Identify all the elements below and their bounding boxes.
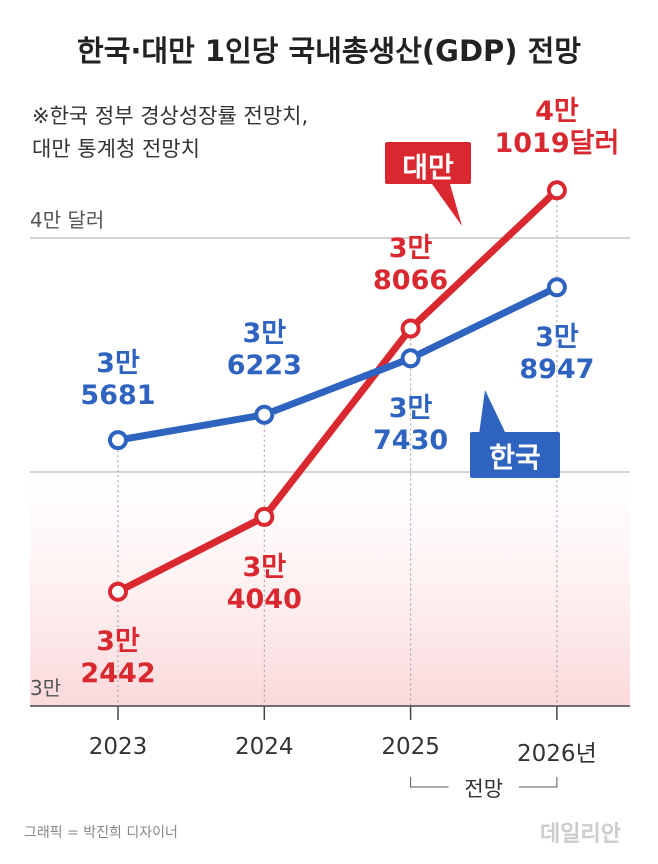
series-line bbox=[116, 187, 560, 595]
data-point bbox=[400, 348, 421, 369]
legend-box bbox=[470, 432, 560, 478]
data-point bbox=[400, 318, 421, 339]
legend-tail bbox=[432, 184, 462, 226]
forecast-label: 전망 bbox=[464, 777, 504, 801]
data-label: 3만 8947 bbox=[519, 322, 595, 386]
data-point bbox=[108, 430, 128, 451]
series-line bbox=[117, 284, 559, 444]
data-label: 3만 6223 bbox=[226, 317, 302, 381]
data-point bbox=[546, 180, 567, 201]
legend-tail bbox=[478, 390, 505, 442]
data-point bbox=[254, 506, 275, 527]
x-tick-label: 2023 bbox=[88, 734, 148, 760]
chart-title: 한국·대만 1인당 국내총생산(GDP) 전망 bbox=[77, 34, 581, 68]
data-point bbox=[546, 277, 567, 298]
data-point bbox=[254, 404, 275, 425]
logo: 데일리안 bbox=[540, 822, 621, 847]
x-tick-label: 2025 bbox=[381, 734, 440, 760]
x-tick-label: 2026년 bbox=[517, 741, 597, 767]
data-label: 3만 7430 bbox=[373, 393, 449, 457]
forecast-bracket bbox=[410, 777, 558, 788]
data-label: 3만 8066 bbox=[373, 232, 449, 296]
credit: 그래픽 = 박진희 디자이너 bbox=[24, 825, 178, 841]
y-tick-label: 3만 bbox=[30, 676, 62, 700]
legend-label: 한국 bbox=[489, 441, 541, 474]
legend-label: 대만 bbox=[402, 151, 454, 184]
data-label: 4만 1019달러 bbox=[494, 96, 620, 160]
legend-box bbox=[385, 142, 471, 184]
data-label: 3만 4040 bbox=[226, 551, 302, 615]
x-tick-label: 2024 bbox=[235, 734, 294, 760]
data-label: 3만 2442 bbox=[80, 625, 156, 689]
data-point bbox=[108, 581, 128, 602]
y-tick-label: 4만 달러 bbox=[30, 208, 105, 232]
note: ※한국 정부 경상성장률 전망치, 대만 통계청 전망치 bbox=[32, 104, 309, 161]
data-label: 3만 5681 bbox=[80, 348, 156, 412]
